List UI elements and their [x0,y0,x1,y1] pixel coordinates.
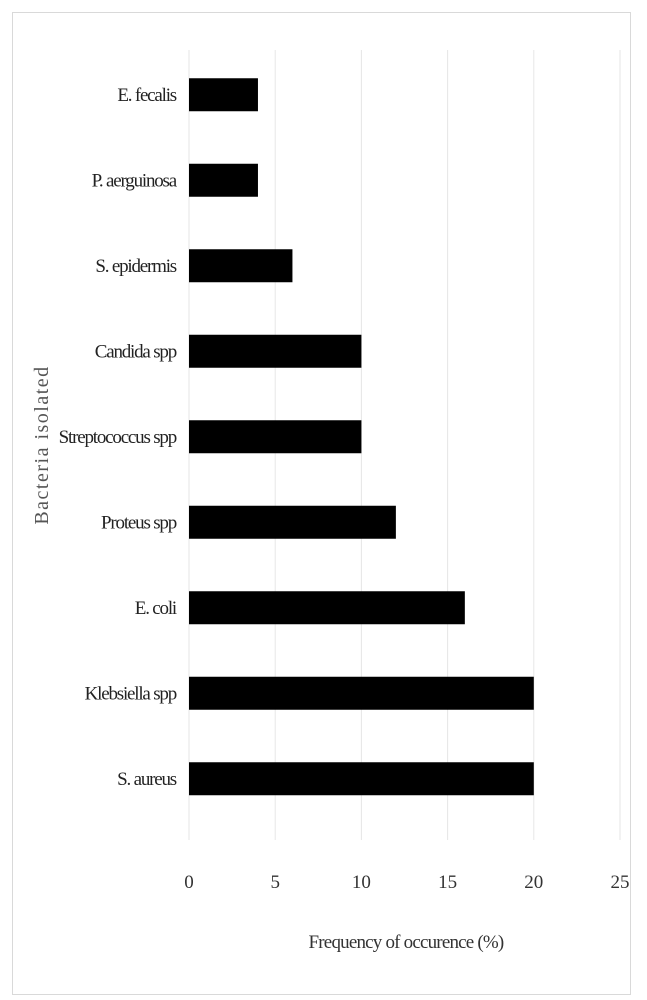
category-label: E. fecalis [117,85,176,106]
x-tick-label: 10 [352,872,371,893]
x-tick-label: 20 [524,872,543,893]
bar [189,762,534,796]
x-tick-label: 15 [438,872,457,893]
x-tick-labels: 0 5 10 15 20 25 [184,872,629,893]
category-label: S. epidermis [95,256,176,277]
bar [189,249,293,283]
category-label: P. aerguinosa [92,170,178,191]
category-label: Streptococcus spp [59,427,177,448]
x-tick-label: 25 [611,872,630,893]
bar [189,676,534,710]
category-label: Proteus spp [101,512,177,533]
bar [189,505,396,539]
bar [189,163,258,197]
bar [189,78,258,112]
category-label: Candida spp [95,341,177,362]
bars [189,78,534,796]
bar [189,334,362,368]
y-axis-title: Bacteria isolated [31,365,53,524]
category-label: Klebsiella spp [85,683,177,704]
x-tick-label: 5 [270,872,280,893]
bar [189,420,362,454]
category-labels: E. fecalis P. aerguinosa S. epidermis Candi… [59,85,179,790]
bar [189,591,465,625]
x-axis-title: Frequency of occurence (%) [309,932,504,953]
chart-frame [12,12,631,995]
category-label: S. aureus [117,769,177,790]
x-tick-label: 0 [184,872,194,893]
category-label: E. coli [135,598,177,619]
